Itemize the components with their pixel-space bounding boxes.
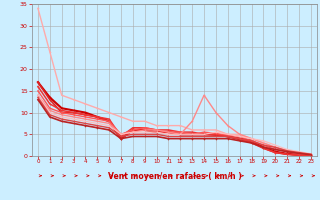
X-axis label: Vent moyen/en rafales ( km/h ): Vent moyen/en rafales ( km/h ) (108, 172, 241, 181)
